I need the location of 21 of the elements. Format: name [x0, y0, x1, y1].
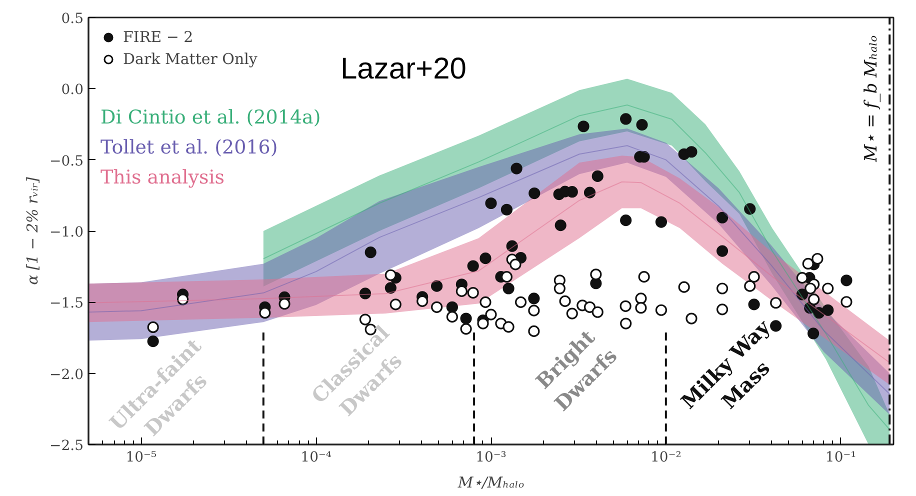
ref-line-label: M⋆ = f_b Mₕₐₗₒ — [862, 35, 882, 163]
x-tick-label: 10⁻³ — [476, 450, 506, 466]
y-tick-label: 0.5 — [61, 11, 84, 27]
y-tick-label: −1.5 — [50, 296, 84, 312]
x-tick-label: 10⁻⁴ — [300, 450, 332, 466]
legend-label: Dark Matter Only — [123, 50, 258, 68]
y-tick-label: −2.5 — [50, 438, 84, 454]
annotation: Lazar+20 — [340, 52, 466, 86]
text: This analysis — [100, 166, 225, 188]
x-tick-label: 10⁻¹ — [825, 450, 856, 466]
y-axis-title: α [1 − 2% rᵥᵢᵣ] — [24, 176, 42, 285]
y-tick-label: −0.5 — [50, 153, 84, 170]
text: Di Cintio et al. (2014a) — [100, 106, 321, 128]
legend-label: FIRE − 2 — [123, 28, 194, 46]
x-tick-label: 10⁻² — [650, 450, 682, 466]
x-axis-title: M⋆/Mₕₐₗₒ — [456, 474, 524, 492]
y-tick-label: −2.0 — [50, 366, 84, 383]
y-tick-label: −1.0 — [50, 224, 84, 240]
y-tick-label: 0.0 — [61, 82, 84, 98]
text: Tollet et al. (2016) — [100, 136, 278, 158]
x-tick-label: 10⁻⁵ — [126, 450, 157, 466]
